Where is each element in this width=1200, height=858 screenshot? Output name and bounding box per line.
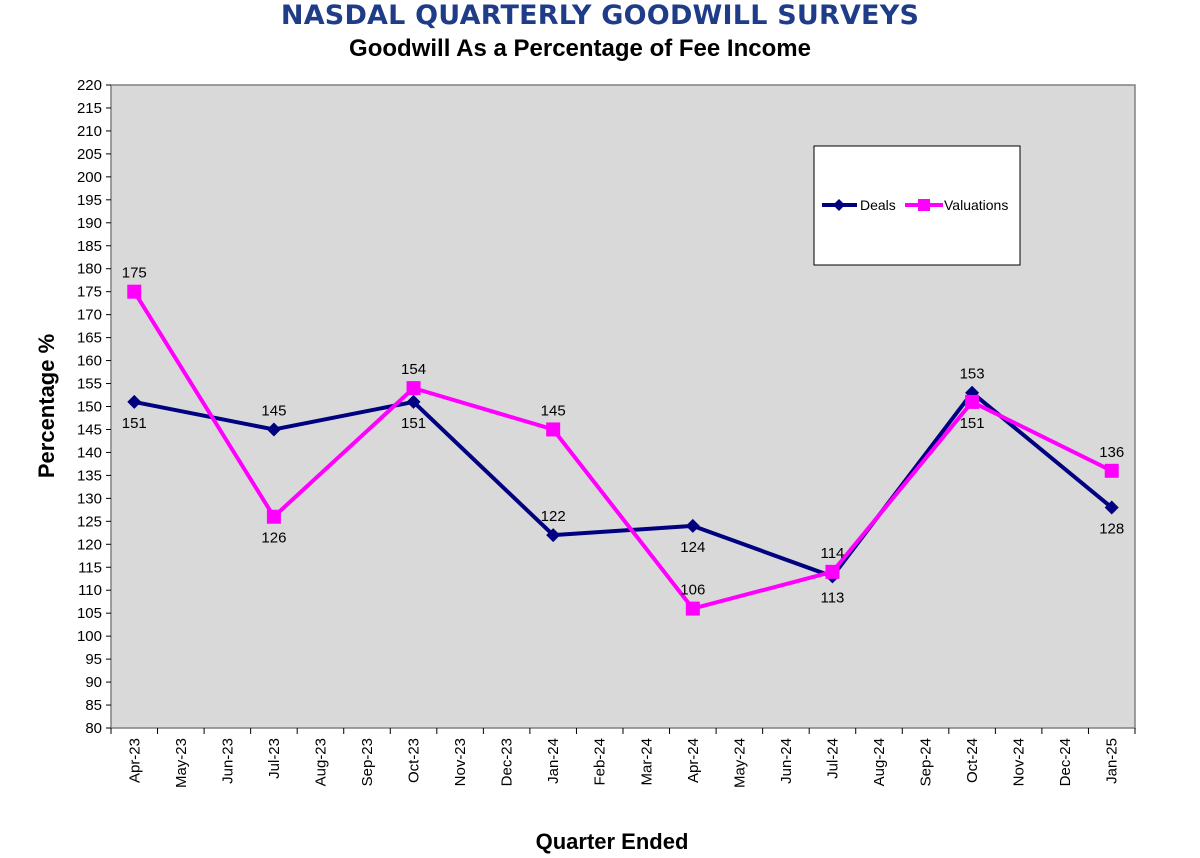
legend-valuations-label: Valuations	[944, 197, 1008, 213]
chart-legend: Deals Valuations	[813, 145, 1021, 266]
y-tick-label: 210	[77, 123, 102, 140]
point-deals	[685, 518, 700, 533]
x-tick-label: Apr-23	[126, 738, 143, 783]
series-line-deals	[133, 390, 1113, 579]
x-tick-label: Jul-24	[824, 738, 841, 779]
x-tick-label: Jun-24	[778, 738, 795, 784]
y-axis-title: Percentage %	[34, 334, 59, 478]
chart-subtitle: Goodwill As a Percentage of Fee Income	[349, 35, 811, 62]
data-label-valuations: 175	[122, 265, 147, 282]
y-tick-label: 110	[78, 582, 102, 599]
y-tick-label: 155	[77, 376, 102, 393]
y-tick-label: 165	[77, 330, 102, 347]
y-tick-label: 220	[77, 77, 102, 94]
point-valuations	[406, 381, 421, 396]
y-tick-label: 215	[77, 100, 102, 117]
x-tick-label: Jul-23	[266, 738, 283, 779]
point-valuations	[825, 564, 840, 579]
series-line-valuations	[132, 290, 1113, 611]
data-label-deals: 128	[1099, 521, 1124, 538]
x-tick-label: Oct-23	[406, 738, 423, 783]
data-label-valuations: 106	[680, 582, 705, 599]
x-tick-label: Dec-23	[499, 738, 516, 786]
x-tick-label: Jun-23	[219, 738, 236, 784]
x-axis: Apr-23 May-23 Jun-23 Jul-23 Aug-23 Sep-23 Oct-…	[110, 728, 1136, 788]
x-tick-label: Jan-24	[545, 738, 562, 784]
y-axis: 80 85 90 95 100 105 110 115 120 125 130 135 140 145 15…	[77, 77, 111, 737]
x-tick-label: Dec-24	[1057, 738, 1074, 786]
x-tick-label: Mar-24	[638, 738, 655, 786]
x-axis-title: Quarter Ended	[536, 829, 689, 854]
y-tick-label: 100	[77, 628, 102, 645]
data-label-deals: 122	[541, 508, 566, 525]
y-tick-label: 130	[77, 490, 102, 507]
y-tick-label: 135	[77, 467, 102, 484]
y-tick-label: 85	[85, 697, 102, 714]
data-label-valuations: 145	[541, 402, 566, 419]
y-tick-label: 205	[77, 146, 102, 163]
y-tick-label: 175	[77, 284, 102, 301]
y-tick-label: 185	[77, 238, 102, 255]
point-deals	[1104, 500, 1119, 515]
point-valuations	[266, 509, 281, 524]
y-tick-label: 195	[77, 192, 102, 209]
legend-deals-marker	[833, 199, 845, 211]
point-deals	[127, 394, 142, 409]
x-tick-label: Jan-25	[1104, 738, 1121, 784]
data-label-deals: 124	[680, 539, 705, 556]
y-tick-label: 170	[77, 307, 102, 324]
data-label-deals: 151	[401, 415, 426, 432]
y-tick-label: 160	[77, 353, 102, 370]
x-tick-label: Feb-24	[592, 738, 609, 786]
data-label-deals: 113	[820, 589, 844, 606]
x-tick-label: Nov-24	[1011, 738, 1028, 786]
y-tick-label: 95	[85, 651, 102, 668]
page-title: NASDAL QUARTERLY GOODWILL SURVEYS	[280, 0, 920, 31]
point-valuations	[965, 394, 980, 409]
legend-valuations-marker	[918, 199, 930, 211]
point-valuations	[546, 422, 561, 437]
y-tick-label: 145	[77, 421, 102, 438]
data-label-valuations: 136	[1099, 444, 1124, 461]
y-tick-label: 200	[77, 169, 102, 186]
x-tick-label: Aug-23	[312, 738, 329, 786]
point-valuations	[685, 601, 700, 616]
y-tick-label: 105	[77, 605, 102, 622]
data-label-valuations: 114	[820, 545, 844, 562]
data-label-valuations: 154	[401, 361, 426, 378]
data-label-deals: 153	[960, 366, 985, 383]
y-tick-label: 90	[85, 674, 102, 691]
y-tick-label: 150	[77, 399, 102, 416]
x-tick-label: May-23	[173, 738, 190, 788]
point-deals	[266, 422, 281, 437]
x-tick-label: Aug-24	[871, 738, 888, 786]
data-label-valuations: 151	[960, 415, 985, 432]
x-tick-label: Sep-23	[359, 738, 376, 786]
point-valuations	[1104, 463, 1119, 478]
y-tick-label: 190	[77, 215, 102, 232]
x-tick-label: Nov-23	[452, 738, 469, 786]
y-tick-label: 140	[77, 444, 102, 461]
point-deals	[546, 528, 561, 543]
series-layer	[127, 284, 1119, 616]
y-tick-label: 125	[77, 513, 102, 530]
x-tick-label: May-24	[731, 738, 748, 788]
data-label-valuations: 126	[261, 530, 286, 547]
x-tick-label: Apr-24	[685, 738, 702, 783]
legend-deals-label: Deals	[860, 197, 896, 213]
data-label-deals: 151	[122, 415, 147, 432]
point-valuations	[127, 284, 142, 299]
x-tick-label: Oct-24	[964, 738, 981, 783]
y-tick-label: 180	[77, 261, 102, 278]
y-tick-label: 80	[85, 720, 102, 737]
data-label-deals: 145	[261, 402, 286, 419]
x-tick-label: Sep-24	[918, 738, 935, 786]
point-deals	[406, 394, 421, 409]
y-tick-label: 120	[77, 536, 102, 553]
data-labels: 151 145 151 122 124 113 153 128 175 126 154 145 106 1…	[122, 265, 1124, 607]
y-tick-label: 115	[78, 559, 102, 576]
